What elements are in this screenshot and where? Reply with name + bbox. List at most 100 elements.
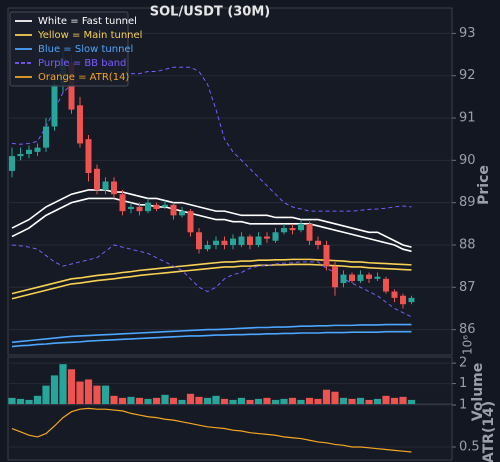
candle-body — [340, 274, 347, 284]
volume-bar — [305, 397, 314, 404]
volume-bar — [195, 396, 203, 404]
candle-body — [162, 204, 168, 207]
atr-line — [11, 407, 412, 453]
volume-bar — [84, 379, 93, 404]
y-tick-label: 89 — [459, 195, 476, 210]
volume-bar — [399, 396, 407, 404]
volume-bar — [135, 397, 144, 404]
candle-body — [323, 244, 330, 267]
indicator-line — [11, 258, 412, 295]
candle-body — [238, 236, 245, 245]
candle-body — [230, 238, 236, 245]
candle-body — [255, 236, 262, 245]
candle-body — [213, 240, 219, 245]
candle-body — [332, 266, 338, 288]
volume-bar — [169, 397, 178, 404]
indicator-line — [11, 263, 412, 300]
y-axis-label: Price — [476, 165, 492, 205]
volume-bar — [127, 396, 135, 404]
y-tick-label: 87 — [459, 280, 476, 295]
candle-body — [187, 211, 194, 233]
indicator-line — [11, 330, 412, 348]
volume-bar — [16, 398, 25, 404]
volume-bar — [229, 399, 237, 404]
volume-bar — [220, 398, 229, 404]
volume-bar — [93, 385, 101, 404]
volume-bar — [8, 397, 16, 404]
y-tick-label: 1 — [459, 398, 467, 413]
y-tick-label: 91 — [459, 111, 476, 126]
candle-body — [357, 274, 364, 281]
candle-body — [51, 84, 58, 127]
chart-title: SOL/USDT (30M) — [150, 5, 270, 20]
y-tick-label: 92 — [459, 68, 476, 83]
candle-body — [374, 276, 381, 279]
candle-body — [272, 232, 279, 241]
candle-body — [34, 147, 41, 152]
candle-body — [400, 295, 406, 305]
legend-label: White = Fast tunnel — [38, 16, 137, 27]
volume-bar — [161, 394, 169, 404]
indicator-line — [11, 197, 412, 253]
volume-bar — [254, 398, 263, 404]
volume-bar — [67, 369, 76, 404]
candle-body — [128, 206, 134, 210]
volume-bar — [390, 397, 399, 404]
candle-body — [136, 206, 143, 212]
candle-body — [281, 228, 287, 233]
y-tick-label: 86 — [459, 322, 476, 337]
candle-body — [298, 223, 304, 231]
volume-bar — [152, 397, 161, 404]
legend-label: Purple = BB band — [38, 58, 126, 69]
legend-box — [9, 11, 129, 87]
y-tick-label: 2 — [459, 356, 467, 371]
volume-bar — [110, 395, 118, 404]
volume-bar — [339, 397, 348, 404]
volume-bar — [288, 397, 297, 404]
candle-body — [315, 240, 321, 245]
y-tick-label: 0.5 — [459, 439, 480, 454]
candle-body — [408, 297, 415, 303]
volume-bar — [25, 399, 33, 404]
candle-body — [264, 236, 270, 239]
volume-bar — [76, 381, 84, 404]
plot-layer: 86 87 88 89 90 91 92 93 1 2 0.5 1 — [8, 26, 480, 454]
candle-body — [43, 126, 49, 148]
volume-bar — [42, 385, 50, 404]
candle-body — [170, 204, 177, 216]
volume-bar — [237, 397, 246, 404]
y-tick-label: 1 — [459, 376, 467, 391]
volume-bar — [203, 397, 212, 404]
legend-label: Yellow = Main tunnel — [37, 30, 142, 41]
candle-body — [196, 232, 202, 250]
candle-body — [17, 153, 24, 157]
volume-bar — [297, 399, 305, 404]
volume-bar — [280, 398, 288, 404]
candle-body — [94, 168, 100, 190]
indicator-line — [11, 244, 412, 318]
legend-label: Blue = Slow tunnel — [38, 44, 133, 55]
volume-bar — [356, 397, 365, 404]
volume-bar — [178, 399, 186, 404]
candle-body — [349, 274, 355, 281]
volume-bar — [382, 395, 390, 404]
candle-body — [153, 204, 160, 210]
y-axis-label: Volume — [470, 363, 486, 422]
volume-bar — [314, 398, 322, 404]
volume-bar — [50, 375, 59, 404]
candle-body — [26, 149, 32, 154]
volume-bar — [263, 397, 271, 404]
y-tick-label: 88 — [459, 237, 476, 252]
candle-body — [247, 236, 253, 245]
candle-body — [204, 244, 211, 250]
candle-body — [102, 181, 109, 190]
volume-bar — [348, 398, 356, 404]
y-axis-label: ATR(14) — [481, 401, 497, 462]
volume-bar — [144, 398, 152, 404]
candle-body — [179, 211, 185, 216]
volume-bar — [118, 397, 127, 404]
candle-body — [383, 278, 389, 292]
candle-body — [289, 228, 296, 231]
legend: White = Fast tunnel Yellow = Main tunnel B… — [9, 11, 142, 87]
